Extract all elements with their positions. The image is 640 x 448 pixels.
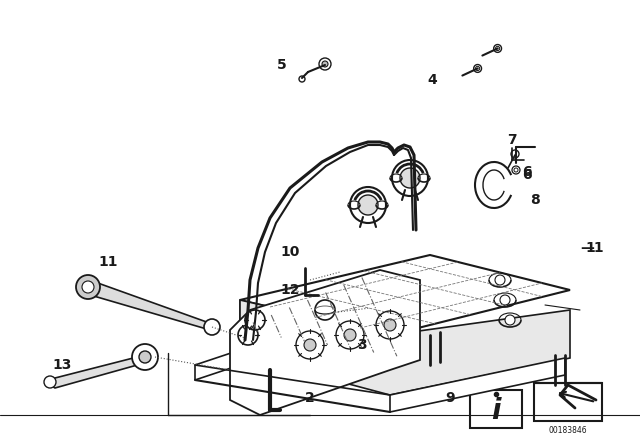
Circle shape <box>299 76 305 82</box>
Circle shape <box>44 376 56 388</box>
Polygon shape <box>240 300 270 380</box>
Text: 7: 7 <box>507 133 517 147</box>
Circle shape <box>344 329 356 341</box>
Text: 6: 6 <box>522 165 532 179</box>
Circle shape <box>304 339 316 351</box>
Circle shape <box>512 166 520 174</box>
Text: 00183846: 00183846 <box>548 426 588 435</box>
Text: 13: 13 <box>52 358 72 372</box>
Circle shape <box>350 187 386 223</box>
Polygon shape <box>195 340 270 380</box>
Circle shape <box>315 300 335 320</box>
Text: 4: 4 <box>427 73 437 87</box>
Text: 2: 2 <box>305 391 315 405</box>
Circle shape <box>238 325 258 345</box>
Polygon shape <box>240 300 570 395</box>
Text: 12: 12 <box>280 283 300 297</box>
Text: —1: —1 <box>580 241 604 255</box>
Text: 10: 10 <box>280 245 300 259</box>
Circle shape <box>500 295 510 305</box>
Text: 11: 11 <box>99 255 118 269</box>
Polygon shape <box>240 255 570 335</box>
Circle shape <box>76 275 100 299</box>
Circle shape <box>139 351 151 363</box>
Circle shape <box>376 311 404 339</box>
Circle shape <box>493 44 502 52</box>
Circle shape <box>245 310 265 330</box>
Polygon shape <box>80 282 215 330</box>
Polygon shape <box>50 355 148 388</box>
Circle shape <box>400 168 420 188</box>
Circle shape <box>336 321 364 349</box>
Circle shape <box>132 344 158 370</box>
Circle shape <box>495 275 505 285</box>
Circle shape <box>505 315 515 325</box>
Text: 3: 3 <box>357 338 367 352</box>
Circle shape <box>204 319 220 335</box>
Circle shape <box>319 58 331 70</box>
Polygon shape <box>390 358 565 412</box>
Circle shape <box>476 66 480 70</box>
Circle shape <box>474 65 481 73</box>
Text: i: i <box>492 397 500 425</box>
Circle shape <box>514 168 518 172</box>
Circle shape <box>296 331 324 359</box>
Text: 8: 8 <box>530 193 540 207</box>
Text: 6: 6 <box>522 168 532 182</box>
Text: 1: 1 <box>585 241 595 255</box>
Circle shape <box>358 195 378 215</box>
Circle shape <box>322 61 328 67</box>
Circle shape <box>384 319 396 331</box>
Circle shape <box>495 46 500 51</box>
Circle shape <box>82 281 94 293</box>
Circle shape <box>511 150 519 158</box>
FancyBboxPatch shape <box>470 390 522 428</box>
FancyBboxPatch shape <box>534 383 602 421</box>
Circle shape <box>392 160 428 196</box>
Text: 9: 9 <box>445 391 455 405</box>
Text: 5: 5 <box>277 58 287 72</box>
Polygon shape <box>230 270 420 415</box>
